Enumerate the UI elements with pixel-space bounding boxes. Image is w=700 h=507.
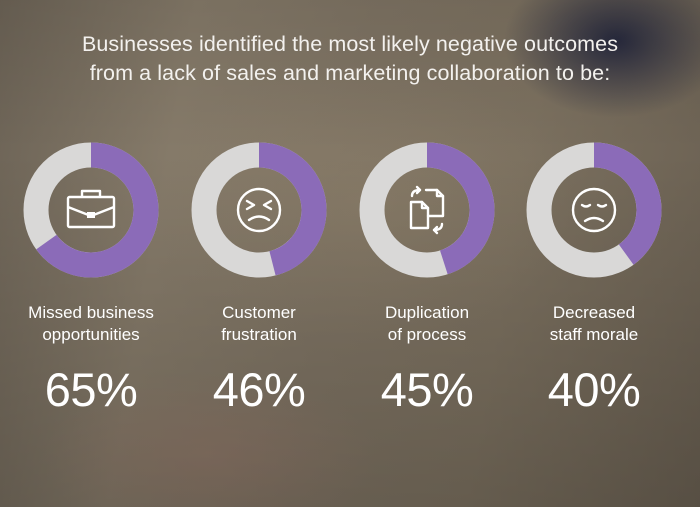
frustrated-face-icon [236,187,282,233]
headline: Businesses identified the most likely ne… [0,30,700,88]
stat-duplication-of-process: Duplication of process 45% [352,140,502,417]
donut-chart-3 [359,142,495,278]
stat-label-line-1: Customer [222,303,296,322]
donut-fill [526,142,662,278]
stat-label-line-2: opportunities [42,325,140,344]
stat-label-line-2: frustration [221,325,297,344]
stat-value: 45% [380,363,474,416]
stat-label-line-1: Duplication [384,303,470,322]
headline-line-2: from a lack of sales and marketing colla… [89,61,611,85]
donut-fill [23,142,159,278]
stat-label-line-2: of process [387,325,467,344]
stat-label-line-1: Decreased [552,303,636,322]
donut-chart-4 [526,142,662,278]
stat-value: 40% [547,363,641,416]
stat-label: Duplication of process [352,302,502,346]
stat-decreased-staff-morale: Decreased staff morale 40% [519,140,669,417]
stat-label-line-2: staff morale [549,325,639,344]
stat-missed-business-opportunities: Missed business opportunities 65% [16,140,166,417]
stat-label-line-1: Missed business [28,303,154,322]
stat-value: 65% [44,363,138,416]
donut-fill [191,142,327,278]
duplicate-documents-icon [409,185,445,235]
donut-fill [359,142,495,278]
stat-label: Missed business opportunities [16,302,166,346]
headline-line-1: Businesses identified the most likely ne… [81,32,619,56]
stat-customer-frustration: Customer frustration 46% [184,140,334,417]
stat-label: Decreased staff morale [519,302,669,346]
stat-value: 46% [212,363,306,416]
sad-face-icon [571,187,617,233]
stat-label: Customer frustration [184,302,334,346]
donut-chart-1 [23,142,159,278]
briefcase-icon [66,189,116,229]
donut-chart-2 [191,142,327,278]
